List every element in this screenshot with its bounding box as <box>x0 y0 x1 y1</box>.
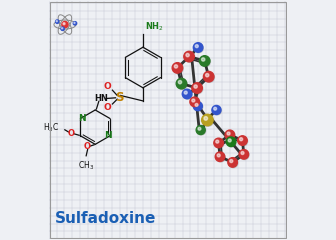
Circle shape <box>202 58 205 61</box>
Circle shape <box>214 107 217 110</box>
Circle shape <box>226 131 235 140</box>
Circle shape <box>176 78 187 89</box>
Circle shape <box>202 114 213 126</box>
Circle shape <box>229 159 238 168</box>
Circle shape <box>74 22 75 23</box>
Circle shape <box>194 44 203 53</box>
Circle shape <box>203 72 214 82</box>
Circle shape <box>217 154 220 157</box>
Circle shape <box>56 21 57 22</box>
Circle shape <box>228 139 231 142</box>
Circle shape <box>198 127 201 130</box>
Circle shape <box>238 136 247 145</box>
Circle shape <box>186 54 189 57</box>
Circle shape <box>55 20 59 23</box>
Circle shape <box>61 27 64 30</box>
Circle shape <box>203 115 214 126</box>
Circle shape <box>214 138 223 148</box>
Circle shape <box>172 63 183 73</box>
Circle shape <box>62 21 68 28</box>
Circle shape <box>240 138 243 141</box>
Circle shape <box>226 137 236 147</box>
Circle shape <box>191 98 200 107</box>
Text: O: O <box>103 82 111 91</box>
Circle shape <box>184 91 187 94</box>
Circle shape <box>204 117 208 120</box>
Circle shape <box>199 56 210 66</box>
Circle shape <box>194 85 197 88</box>
Text: S: S <box>115 91 123 104</box>
Circle shape <box>178 80 182 84</box>
Circle shape <box>63 23 65 25</box>
Circle shape <box>196 126 205 135</box>
Circle shape <box>192 83 202 93</box>
Circle shape <box>194 102 203 111</box>
Text: CH$_3$: CH$_3$ <box>78 159 94 172</box>
Circle shape <box>225 130 235 140</box>
Circle shape <box>177 79 187 89</box>
Circle shape <box>240 150 249 160</box>
Circle shape <box>183 90 192 99</box>
Circle shape <box>61 27 65 30</box>
Circle shape <box>206 73 209 77</box>
Circle shape <box>56 20 59 24</box>
Circle shape <box>239 137 248 146</box>
Circle shape <box>212 105 221 114</box>
Circle shape <box>205 72 214 82</box>
Circle shape <box>74 22 77 25</box>
Text: H$_3$C: H$_3$C <box>43 122 59 134</box>
Circle shape <box>230 160 233 162</box>
Circle shape <box>216 153 225 162</box>
Circle shape <box>216 140 219 143</box>
Circle shape <box>213 106 221 115</box>
Circle shape <box>192 99 195 102</box>
Circle shape <box>193 43 203 52</box>
Circle shape <box>193 102 202 111</box>
Circle shape <box>184 51 194 62</box>
Circle shape <box>228 158 238 167</box>
Circle shape <box>201 57 210 67</box>
Text: N: N <box>78 114 86 123</box>
Circle shape <box>173 64 183 74</box>
Circle shape <box>215 152 225 162</box>
Circle shape <box>195 103 198 106</box>
Circle shape <box>227 132 230 135</box>
Text: HN: HN <box>94 94 108 103</box>
Circle shape <box>61 28 62 29</box>
Circle shape <box>182 89 192 99</box>
Circle shape <box>190 97 200 107</box>
Text: Sulfadoxine: Sulfadoxine <box>55 211 156 226</box>
Text: N: N <box>104 131 112 140</box>
Circle shape <box>174 65 178 68</box>
Circle shape <box>215 139 224 148</box>
Text: NH$_2$: NH$_2$ <box>145 20 164 33</box>
Circle shape <box>185 52 195 62</box>
Text: O: O <box>84 143 91 151</box>
Circle shape <box>62 22 68 28</box>
Text: O: O <box>103 103 111 112</box>
Circle shape <box>241 151 244 155</box>
Circle shape <box>193 84 203 94</box>
Circle shape <box>197 126 206 135</box>
Circle shape <box>227 138 236 147</box>
Circle shape <box>195 45 198 48</box>
Circle shape <box>73 22 77 25</box>
Text: O: O <box>67 129 74 138</box>
Circle shape <box>239 150 249 159</box>
